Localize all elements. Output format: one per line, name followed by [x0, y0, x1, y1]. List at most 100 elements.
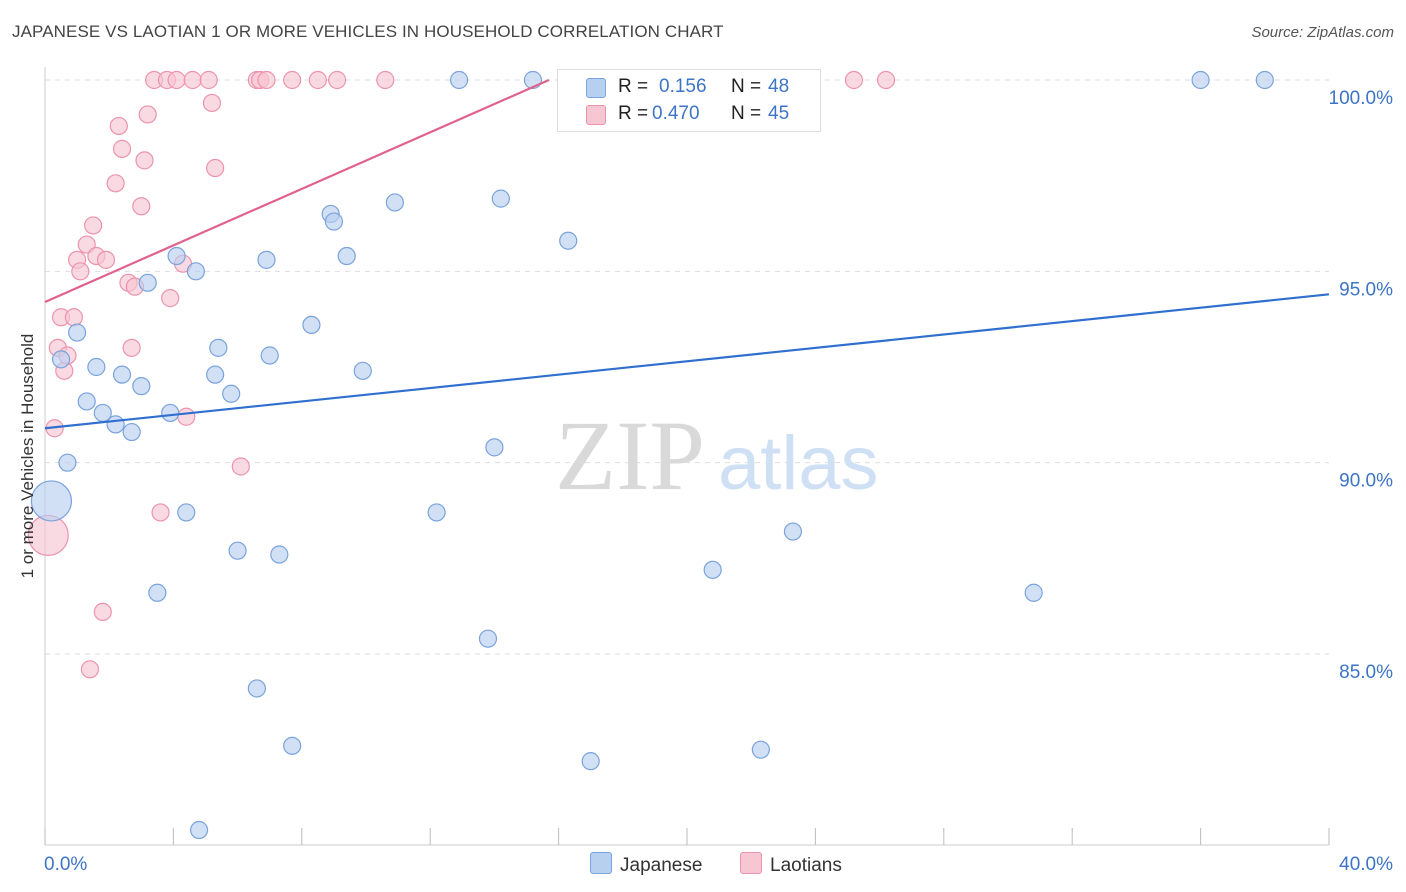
- watermark-atlas: atlas: [718, 421, 879, 506]
- laotian-point: [112, 139, 132, 158]
- japanese-point: [222, 384, 241, 403]
- y-tick-label: 100.0%: [1329, 88, 1394, 109]
- japanese-point: [478, 629, 498, 648]
- laotian-point: [231, 457, 250, 476]
- japanese-point: [257, 250, 276, 269]
- japanese-point: [87, 357, 106, 377]
- laotian-point: [135, 151, 154, 170]
- japanese-point: [122, 422, 141, 442]
- japanese-point: [353, 361, 372, 380]
- japanese-point: [270, 545, 289, 564]
- laotian-point: [84, 216, 103, 235]
- japanese-point: [106, 415, 125, 434]
- japanese-point: [186, 262, 205, 281]
- chart-title: JAPANESE VS LAOTIAN 1 OR MORE VEHICLES I…: [12, 22, 724, 41]
- japanese-point: [1024, 583, 1043, 602]
- japanese-point: [189, 820, 209, 840]
- japanese-point: [112, 365, 132, 384]
- legend-n-value: 48: [768, 76, 790, 97]
- laotian-point: [844, 70, 864, 90]
- legend-r-label: R =: [618, 103, 649, 124]
- japanese-point: [260, 346, 279, 365]
- laotian-point: [80, 660, 100, 679]
- watermark-zip: ZIP: [555, 400, 705, 511]
- legend-n-label: N =: [731, 76, 762, 97]
- japanese-point: [449, 70, 469, 90]
- japanese-trend-line: [44, 293, 1330, 430]
- laotian-point: [308, 70, 327, 90]
- laotian-point: [151, 503, 170, 522]
- japanese-point: [751, 740, 770, 759]
- japanese-point: [247, 679, 266, 698]
- japanese-point: [324, 212, 343, 231]
- laotian-point: [161, 289, 180, 308]
- laotian-point: [257, 70, 276, 90]
- laotian-point: [202, 93, 222, 113]
- bottom-legend-label-japanese: Japanese: [620, 855, 703, 876]
- laotian-point: [183, 70, 202, 90]
- laotian-point: [283, 70, 302, 90]
- laotian-point: [106, 174, 125, 193]
- y-axis-label: 1 or more Vehicles in Household: [18, 333, 37, 579]
- legend-r-label: R =: [618, 76, 649, 97]
- japanese-point: [58, 453, 77, 472]
- bottom-legend-japanese: Japanese: [590, 852, 702, 877]
- legend-r-value: 0.156: [659, 76, 707, 97]
- japanese-point: [485, 438, 504, 457]
- legend-n-value: 45: [768, 103, 790, 124]
- y-tick-label: 90.0%: [1339, 471, 1393, 492]
- source-label: Source: ZipAtlas.com: [1251, 24, 1394, 41]
- japanese-point: [228, 541, 247, 560]
- laotian-point: [122, 338, 141, 357]
- japanese-point: [559, 231, 578, 250]
- laotian-trend-line: [44, 78, 550, 303]
- laotian-point: [64, 308, 83, 327]
- y-tick-label: 85.0%: [1339, 662, 1393, 683]
- bottom-legend-label-laotians: Laotians: [770, 855, 842, 876]
- japanese-point: [209, 338, 228, 357]
- laotian-point: [199, 70, 218, 90]
- japanese-point: [67, 323, 87, 342]
- japanese-point: [783, 522, 803, 541]
- japanese-point: [167, 246, 186, 266]
- laotian-point: [328, 70, 347, 90]
- laotian-point: [138, 105, 157, 124]
- bottom-legend-laotians: Laotians: [740, 852, 842, 877]
- laotian-point: [93, 602, 112, 622]
- japanese-point: [132, 377, 151, 396]
- bottom-legend-swatch-japanese: [590, 852, 612, 874]
- japanese-point: [1191, 70, 1210, 90]
- japanese-point: [51, 350, 71, 369]
- japanese-point: [427, 503, 446, 522]
- japanese-point: [385, 193, 404, 212]
- laotian-point: [206, 158, 225, 178]
- legend-row-japanese: R = 0.156 N = 48: [558, 74, 820, 100]
- japanese-point: [581, 752, 600, 771]
- legend-swatch-laotians: [586, 105, 606, 125]
- japanese-point: [337, 246, 356, 266]
- japanese-point: [283, 736, 302, 755]
- japanese-point: [148, 583, 167, 602]
- japanese-point: [138, 273, 157, 292]
- legend-swatch-japanese: [586, 78, 606, 98]
- laotian-point: [109, 116, 128, 136]
- japanese-point: [703, 560, 722, 579]
- laotian-point: [132, 197, 151, 216]
- laotian-point: [376, 70, 395, 90]
- y-tick-label: 95.0%: [1339, 279, 1393, 300]
- laotian-point: [167, 70, 186, 90]
- japanese-point: [77, 392, 96, 411]
- legend-row-laotians: R = 0.470 N = 45: [558, 101, 820, 127]
- legend-n-label: N =: [731, 103, 762, 124]
- japanese-point: [177, 503, 196, 522]
- laotian-point: [177, 407, 196, 426]
- stats-legend: R = 0.156 N = 48 R = 0.470 N = 45: [557, 69, 821, 132]
- laotian-point: [71, 262, 90, 281]
- laotian-point: [876, 70, 896, 90]
- japanese-point: [302, 315, 321, 335]
- bottom-legend-swatch-laotians: [740, 852, 762, 874]
- japanese-point: [491, 189, 510, 208]
- x-tick-label: 0.0%: [44, 854, 87, 875]
- japanese-point: [1255, 70, 1274, 90]
